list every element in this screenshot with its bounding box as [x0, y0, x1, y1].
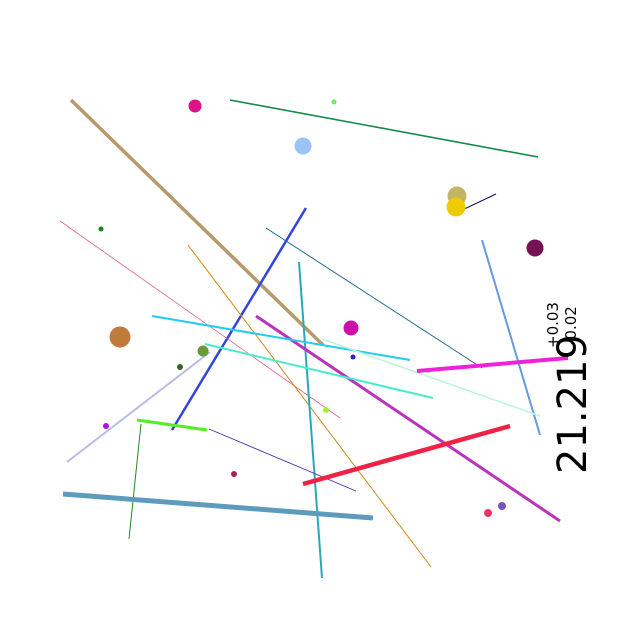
line-green-thin-vertical — [128, 423, 142, 540]
line-lime — [136, 418, 208, 432]
line-magenta-long — [255, 314, 561, 523]
tolerance-minus: -0.02 — [562, 306, 580, 345]
line-crimson — [302, 423, 511, 487]
dot-pink — [188, 99, 202, 113]
dot-olivegreen — [197, 345, 209, 357]
measurement-value: 21.219 — [550, 334, 596, 474]
dot-darkgreen — [177, 364, 183, 370]
line-lavender — [66, 351, 211, 463]
line-teal-navy — [265, 227, 483, 369]
line-segments — [59, 98, 569, 579]
dot-lightblue — [294, 137, 312, 155]
tolerance-plus: +0.03 — [544, 302, 562, 348]
line-blue-diagonal — [170, 207, 308, 431]
line-cyan-vertical — [298, 261, 323, 579]
dot-plum — [526, 239, 544, 257]
line-tan-thick — [69, 98, 325, 347]
dot-rose — [484, 509, 492, 517]
line-indigo-thin — [208, 428, 357, 492]
dot-green-small — [98, 226, 104, 232]
dot-blue-small — [350, 354, 356, 360]
line-mint — [321, 338, 541, 417]
dots — [98, 99, 544, 517]
line-aqua — [204, 343, 434, 399]
dot-brown — [109, 326, 131, 348]
line-cyan-bright — [151, 315, 411, 361]
dot-yellowgreen — [323, 407, 329, 413]
line-green-top — [229, 99, 539, 158]
dot-purple — [498, 502, 506, 510]
dot-magenta — [343, 320, 359, 336]
dot-yellow — [446, 197, 466, 217]
dot-lightgreen — [331, 99, 337, 105]
line-magenta-bright — [416, 356, 569, 373]
dot-maroon — [231, 471, 237, 477]
line-cornflower — [481, 239, 541, 436]
dot-violet — [103, 423, 109, 429]
line-steel-thick — [62, 491, 374, 521]
